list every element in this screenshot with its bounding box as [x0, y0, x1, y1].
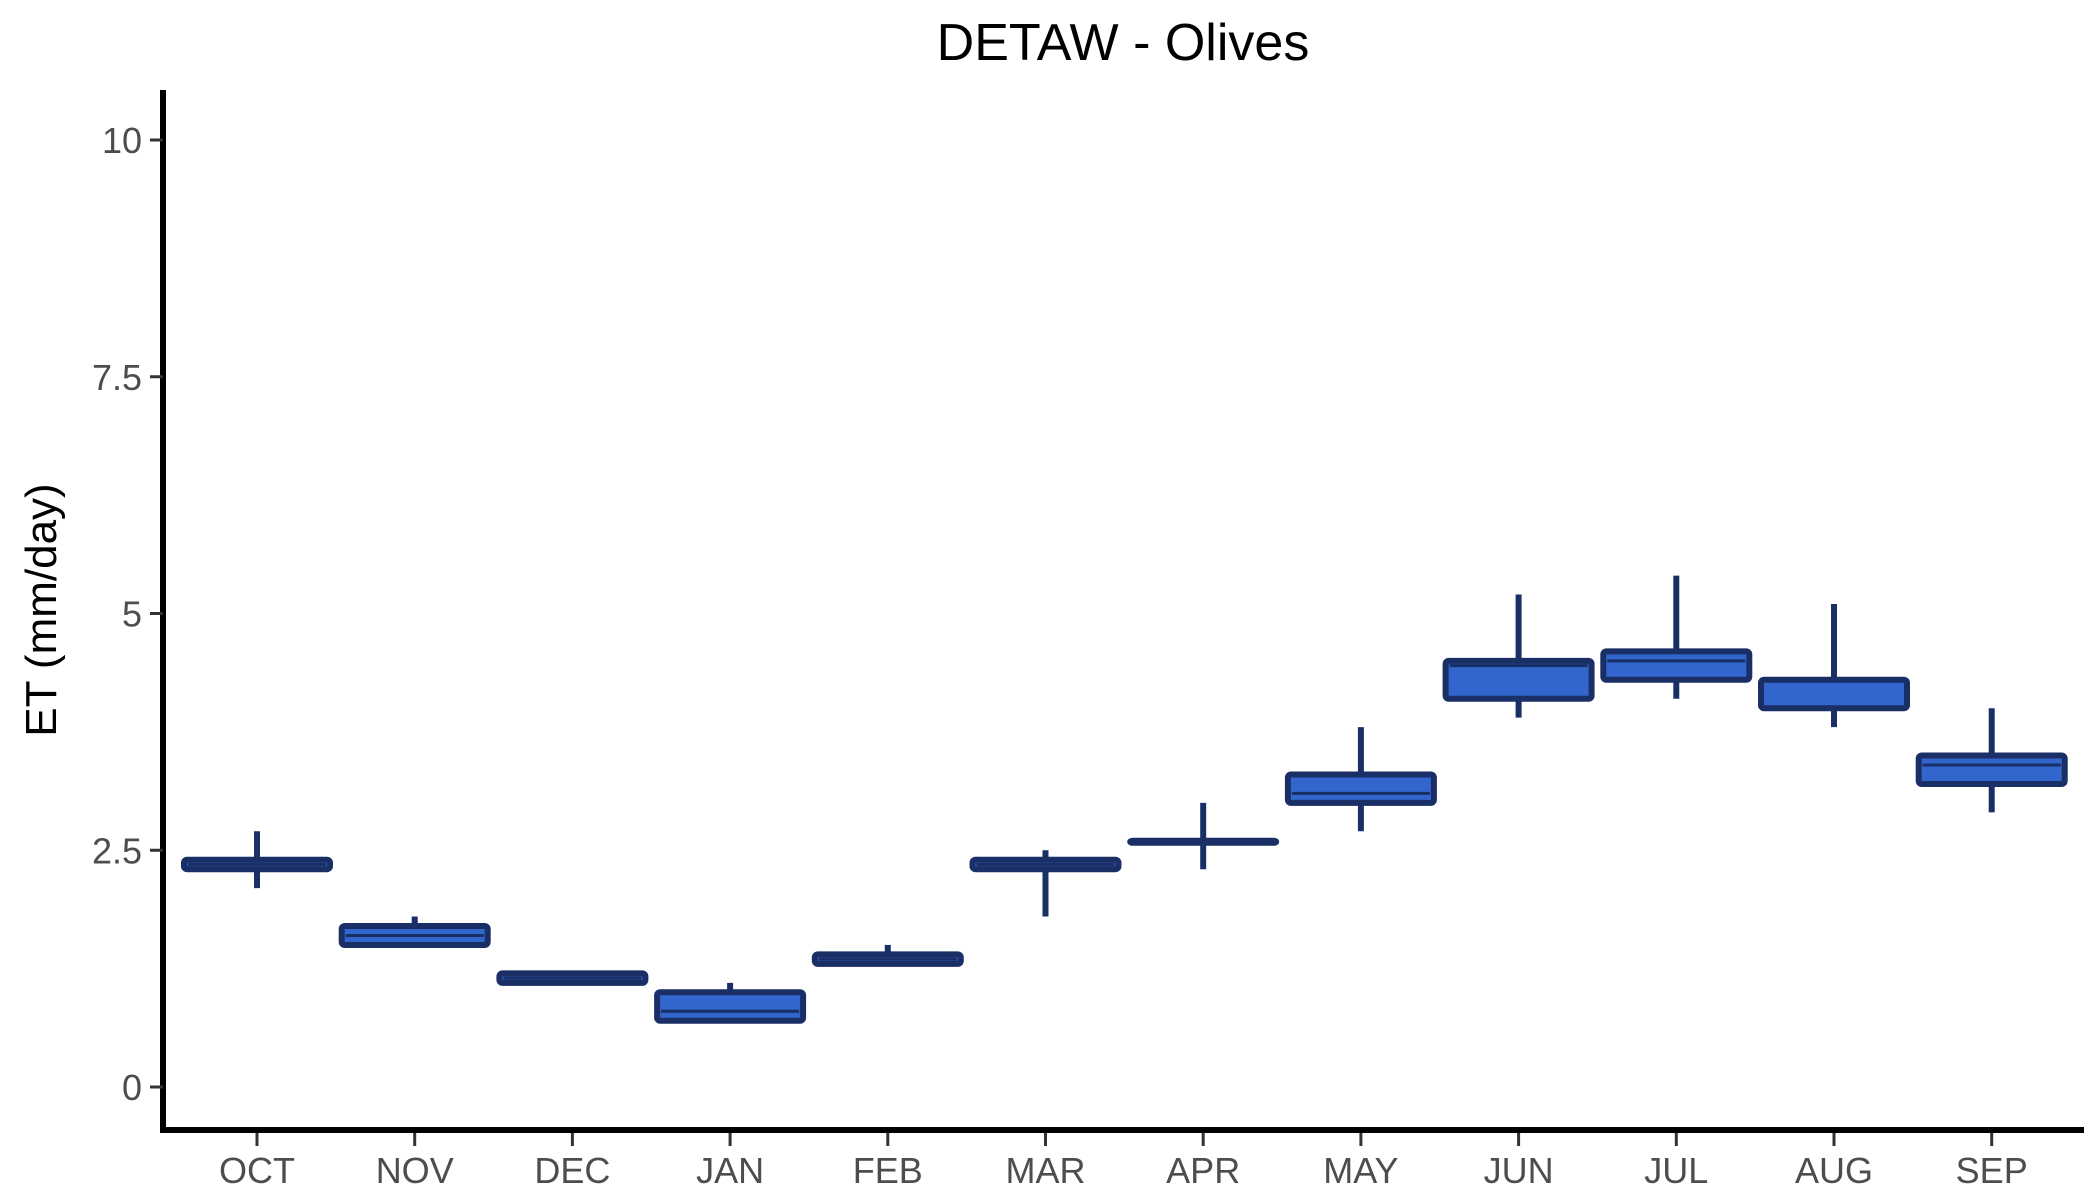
chart-title: DETAW - Olives — [937, 14, 1310, 72]
x-tick-label: FEB — [853, 1150, 923, 1191]
box-jan — [654, 982, 807, 1024]
y-tick-label: 0 — [122, 1067, 142, 1108]
plot-area — [181, 575, 2068, 1024]
box-feb — [811, 944, 964, 967]
box-apr — [1127, 802, 1280, 870]
box — [1442, 657, 1595, 702]
box — [1284, 771, 1437, 806]
box-oct — [181, 831, 333, 889]
x-tick-label: SEP — [1956, 1150, 2028, 1191]
x-tick-label: DEC — [534, 1150, 610, 1191]
x-tick-label: OCT — [219, 1150, 295, 1191]
x-tick-label: JAN — [696, 1150, 764, 1191]
x-tick-label: MAY — [1323, 1150, 1398, 1191]
y-tick-label: 10 — [102, 120, 142, 161]
x-tick-label: JUN — [1484, 1150, 1554, 1191]
box-dec — [496, 970, 649, 986]
box-jul — [1600, 575, 1753, 699]
box — [1915, 752, 2068, 787]
y-axis-label: ET (mm/day) — [17, 483, 66, 736]
box-aug — [1758, 604, 1910, 728]
x-tick-label: AUG — [1795, 1150, 1873, 1191]
box — [654, 989, 807, 1024]
box-mar — [969, 850, 1122, 917]
y-tick-label: 7.5 — [92, 357, 142, 398]
y-tick-label: 2.5 — [92, 830, 142, 871]
y-tick-label: 5 — [122, 594, 142, 635]
x-tick-label: JUL — [1644, 1150, 1708, 1191]
box — [1758, 676, 1910, 712]
x-tick-label: APR — [1166, 1150, 1240, 1191]
x-tick-label: MAR — [1006, 1150, 1086, 1191]
box-sep — [1915, 708, 2068, 813]
box — [1600, 648, 1753, 683]
box-jun — [1442, 594, 1595, 718]
x-tick-label: NOV — [376, 1150, 454, 1191]
box-may — [1284, 727, 1437, 832]
box-nov — [338, 916, 491, 948]
